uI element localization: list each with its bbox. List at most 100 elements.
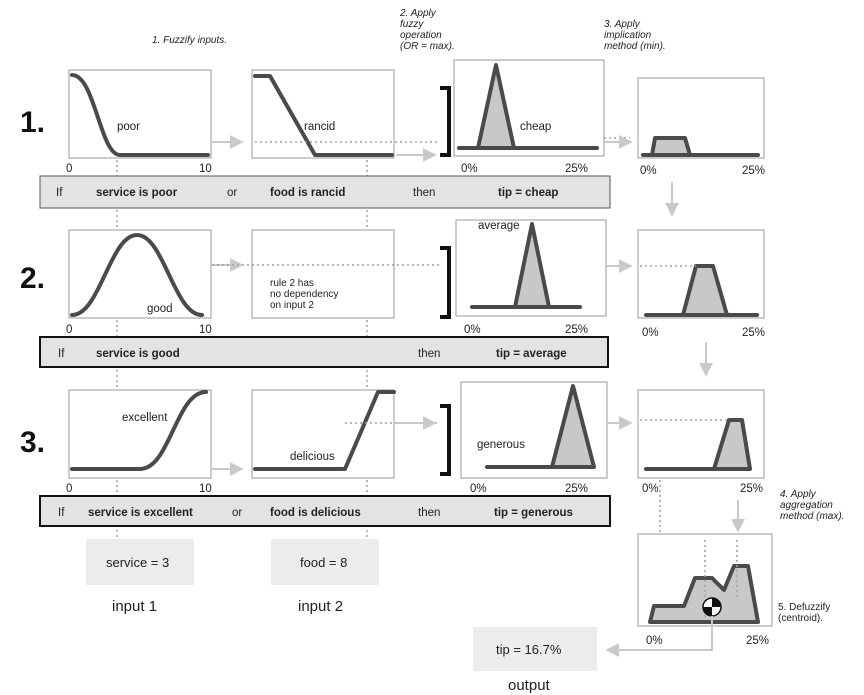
rule-2-bar[interactable] [39, 336, 609, 368]
aggregate-shape [648, 564, 760, 624]
rule-2-imp-tick-0: 0% [642, 327, 659, 339]
svg-text:(OR = max).: (OR = max). [400, 41, 455, 52]
rule-3-out-tick-0: 0% [470, 483, 487, 495]
rule-1-bracket[interactable] [440, 86, 451, 157]
step-2-caption: 2. Apply fuzzy operation (OR = max). [399, 8, 455, 52]
output-caption: output [508, 677, 551, 694]
rule-2-consequent: tip = average [496, 348, 567, 360]
food-input-value: food = 8 [300, 555, 347, 570]
output-value: tip = 16.7% [496, 642, 562, 657]
rule-2-tick-10: 10 [199, 324, 212, 336]
rule-3-food-frame [251, 389, 395, 479]
rule-1-bar[interactable] [39, 175, 611, 209]
rule-1-number: 1. [20, 106, 45, 139]
svg-text:2. Apply: 2. Apply [399, 8, 437, 19]
rule-1-antecedent-2: food is rancid [270, 187, 345, 199]
rule-2-good-curve [70, 233, 204, 317]
rule-3-if: If [58, 507, 65, 519]
rule-3-mf2-label: delicious [290, 451, 335, 463]
aggregate-tick-25: 25% [746, 635, 769, 647]
rule-1-tick-10: 10 [199, 163, 212, 175]
rule-1-consequent: tip = cheap [498, 187, 558, 199]
rule-1-then: then [413, 187, 435, 199]
svg-text:method (min).: method (min). [604, 41, 666, 52]
rule-2-then: then [418, 348, 440, 360]
rule-1-imp-tick-25: 25% [742, 165, 765, 177]
rule-3-imp-tick-0: 0% [642, 483, 659, 495]
rule-2-imp-tick-25: 25% [742, 327, 765, 339]
svg-text:5. Defuzzify: 5. Defuzzify [778, 602, 830, 613]
svg-text:4. Apply: 4. Apply [780, 489, 817, 500]
rule-3-then: then [418, 507, 440, 519]
centroid-marker-icon [702, 597, 722, 617]
rule-3-generous-shape [550, 384, 596, 469]
rule-3-imp-tick-25: 25% [740, 483, 763, 495]
service-input-caption: input 1 [112, 598, 157, 615]
svg-text:(centroid).: (centroid). [778, 613, 823, 624]
rule-1-antecedent-1: service is poor [96, 187, 178, 199]
rule-1-mf2-label: rancid [304, 121, 335, 133]
food-input-box[interactable] [271, 539, 379, 585]
svg-text:fuzzy: fuzzy [400, 19, 424, 30]
rule-3-tick-0: 0 [66, 483, 72, 495]
rule-3-mf1-label: excellent [122, 412, 168, 424]
rule-2-no-dependency-note: rule 2 has no dependency on input 2 [270, 278, 338, 311]
rule-2-service-frame [68, 229, 212, 319]
service-input-box[interactable] [86, 539, 194, 585]
rule-2-out-label: average [478, 220, 520, 232]
rule-1-or: or [227, 187, 237, 199]
rule-3-bracket[interactable] [440, 404, 451, 476]
rule-3-tick-10: 10 [199, 483, 212, 495]
rule-3-or: or [232, 507, 242, 519]
svg-text:aggregation: aggregation [780, 500, 833, 511]
svg-text:on input 2: on input 2 [270, 300, 314, 311]
rule-2-average-shape [513, 222, 551, 309]
rule-3-bar[interactable] [39, 495, 611, 527]
rule-1-service-frame [68, 69, 212, 159]
rule-2-tick-0: 0 [66, 324, 72, 336]
rule-2-bracket[interactable] [440, 246, 451, 319]
rule-1-cheap-shape [476, 63, 516, 150]
rule-1-if: If [56, 187, 63, 199]
rule-1-out-label: cheap [520, 121, 551, 133]
rule-1-rancid-curve [253, 74, 394, 157]
rule-3-consequent: tip = generous [494, 507, 573, 519]
svg-text:rule 2 has: rule 2 has [270, 278, 314, 289]
rule-2-mf1-label: good [147, 303, 173, 315]
aggregate-tick-0: 0% [646, 635, 663, 647]
rule-2-if: If [58, 348, 65, 360]
rule-3-number: 3. [20, 426, 45, 459]
svg-text:operation: operation [400, 30, 442, 41]
rule-3-implied-shape [712, 418, 752, 471]
rule-3-out-label: generous [477, 439, 525, 451]
step-3-caption: 3. Apply implication method (min). [604, 19, 666, 52]
rule-2-food-frame [251, 229, 395, 319]
rule-2-out-tick-25: 25% [565, 324, 588, 336]
rule-1-out-tick-25: 25% [565, 163, 588, 175]
rule-3-delicious-curve [253, 390, 396, 471]
rule-1-mf1-label: poor [117, 121, 140, 133]
rule-1-implied-shape [650, 136, 692, 157]
rule-3-antecedent-2: food is delicious [270, 507, 361, 519]
food-input-caption: input 2 [298, 598, 343, 615]
svg-text:3. Apply: 3. Apply [604, 19, 641, 30]
rule-1-poor-curve [70, 73, 210, 157]
step-4-caption: 4. Apply aggregation method (max). [780, 489, 844, 522]
svg-text:no dependency: no dependency [270, 289, 338, 300]
rule-1-output-frame [453, 59, 605, 157]
step-5-caption: 5. Defuzzify (centroid). [778, 602, 830, 624]
output-value-box[interactable] [473, 627, 597, 671]
svg-text:method (max).: method (max). [780, 511, 844, 522]
rule-1-tick-0: 0 [66, 163, 72, 175]
rule-1-out-tick-0: 0% [461, 163, 478, 175]
step-1-caption: 1. Fuzzify inputs. [152, 35, 227, 46]
rule-3-out-tick-25: 25% [565, 483, 588, 495]
rule-3-antecedent-1: service is excellent [88, 507, 193, 519]
arrow-to-output [605, 616, 713, 657]
svg-text:implication: implication [604, 30, 652, 41]
rule-2-implied-shape [681, 264, 729, 317]
rule-2-out-tick-0: 0% [464, 324, 481, 336]
rule-1-imp-tick-0: 0% [640, 165, 657, 177]
rule-2-number: 2. [20, 262, 45, 295]
